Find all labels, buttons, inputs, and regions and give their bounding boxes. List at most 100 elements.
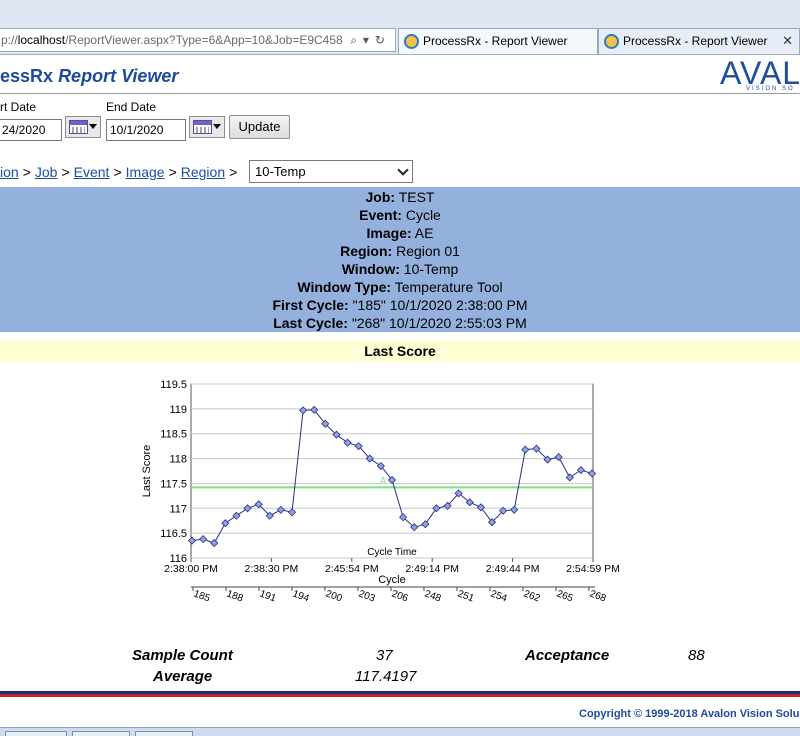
copyright-text: Copyright © 1999-2018 Avalon Vision Solu bbox=[579, 708, 800, 720]
browser-tab-label: ProcessRx - Report Viewer bbox=[423, 34, 568, 48]
breadcrumb: ion > Job > Event > Image > Region > bbox=[0, 164, 238, 180]
cycle-tick-label: 251 bbox=[456, 588, 476, 604]
breadcrumb-link-region[interactable]: Region bbox=[180, 164, 226, 180]
cycle-tick-label: 265 bbox=[555, 588, 575, 604]
info-row-last-cycle: Last Cycle: "268" 10/1/2020 2:55:03 PM bbox=[273, 315, 527, 331]
data-point bbox=[199, 535, 208, 544]
breadcrumb-link-image[interactable]: Image bbox=[125, 164, 165, 180]
close-tab-icon[interactable]: ✕ bbox=[782, 33, 793, 48]
breadcrumb-link-job[interactable]: Job bbox=[34, 164, 58, 180]
taskbar-item[interactable] bbox=[135, 731, 193, 736]
y-tick-label: 119.5 bbox=[160, 379, 187, 391]
data-point bbox=[187, 536, 197, 545]
address-bar-icons[interactable]: ⌕▾↻ bbox=[350, 33, 391, 47]
data-point bbox=[365, 454, 374, 463]
time-tick-label: 2:45:54 PM bbox=[325, 563, 379, 575]
address-host: localhost bbox=[17, 33, 66, 47]
data-point bbox=[410, 523, 419, 532]
footer-divider-blue bbox=[0, 691, 800, 694]
data-point bbox=[432, 504, 441, 513]
start-date-input[interactable]: 24/2020 bbox=[0, 119, 62, 141]
calendar-icon bbox=[193, 120, 212, 134]
y-tick-label: 119 bbox=[169, 404, 187, 416]
data-point bbox=[387, 475, 397, 485]
address-bar[interactable]: p://localhost/ReportViewer.aspx?Type=6&A… bbox=[0, 28, 396, 52]
info-row-event: Event: Cycle bbox=[359, 207, 441, 223]
data-point bbox=[476, 503, 485, 512]
info-row-job: Job: TEST bbox=[365, 189, 435, 205]
time-tick-label: 2:49:44 PM bbox=[486, 563, 540, 575]
end-date-input[interactable]: 10/1/2020 bbox=[106, 119, 186, 141]
data-point bbox=[232, 511, 241, 520]
report-info-panel: Job: TEST Event: Cycle Image: AE Region:… bbox=[0, 187, 800, 332]
y-tick-label: 116.5 bbox=[160, 528, 187, 540]
avalon-logo: AVALO VISION SO bbox=[720, 55, 800, 92]
cycle-tick-label: 268 bbox=[588, 588, 608, 604]
cycle-tick-label: 194 bbox=[291, 588, 311, 604]
browser-tab-label: ProcessRx - Report Viewer bbox=[623, 34, 768, 48]
info-row-region: Region: Region 01 bbox=[340, 243, 460, 259]
app-title: essRx Report Viewer bbox=[0, 66, 178, 87]
browser-tab-2[interactable]: ProcessRx - Report Viewer ✕ bbox=[598, 28, 800, 54]
address-prefix: p:// bbox=[1, 33, 18, 47]
data-point bbox=[454, 489, 463, 498]
acceptance-value: 88 bbox=[688, 647, 705, 664]
cycle-tick-label: 188 bbox=[225, 588, 245, 604]
data-point bbox=[510, 505, 519, 514]
y-axis-label: Last Score bbox=[141, 445, 153, 498]
start-date-calendar-button[interactable] bbox=[65, 116, 101, 138]
cycle-tick-label: 262 bbox=[522, 588, 542, 604]
y-tick-label: 117 bbox=[169, 503, 187, 515]
header-divider bbox=[0, 93, 800, 94]
data-point bbox=[421, 520, 430, 529]
footer-divider-red bbox=[0, 694, 800, 697]
last-score-chart: 119.5 119 118.5 118 117.5 117 116.5 116 A Cycle T… bbox=[141, 379, 620, 605]
y-tick-label: 116 bbox=[169, 553, 187, 565]
data-point bbox=[343, 438, 352, 447]
data-point bbox=[465, 498, 474, 507]
data-point bbox=[321, 419, 330, 428]
data-point bbox=[565, 473, 574, 482]
data-point bbox=[576, 465, 585, 475]
window-select[interactable]: 10-Temp bbox=[249, 160, 413, 183]
end-date-calendar-button[interactable] bbox=[189, 116, 225, 138]
info-row-window-type: Window Type: Temperature Tool bbox=[297, 279, 503, 295]
data-point bbox=[487, 518, 497, 527]
update-button[interactable]: Update bbox=[229, 115, 290, 139]
data-point bbox=[521, 445, 530, 454]
address-path: /ReportViewer.aspx?Type=6&App=10&Job=E9C… bbox=[65, 33, 343, 47]
y-tick-label: 118.5 bbox=[160, 429, 187, 441]
y-tick-label: 118 bbox=[169, 454, 187, 466]
x-axis-label: Cycle bbox=[378, 574, 406, 586]
sample-count-label: Sample Count bbox=[132, 647, 233, 664]
breadcrumb-link-event[interactable]: Event bbox=[73, 164, 110, 180]
dropdown-arrow-icon bbox=[89, 124, 97, 129]
taskbar-item[interactable] bbox=[72, 731, 130, 736]
data-point bbox=[532, 444, 541, 453]
data-point bbox=[376, 461, 385, 471]
time-tick-label: 2:38:30 PM bbox=[245, 563, 299, 575]
ie-icon bbox=[404, 34, 419, 49]
browser-tab-1[interactable]: ProcessRx - Report Viewer bbox=[398, 28, 598, 54]
acceptance-marker-label: A bbox=[380, 475, 386, 485]
data-point bbox=[221, 519, 230, 528]
taskbar bbox=[0, 727, 800, 736]
ie-icon bbox=[604, 34, 619, 49]
cycle-tick-label: 248 bbox=[423, 588, 443, 604]
cycle-tick-label: 206 bbox=[390, 588, 410, 604]
breadcrumb-link-application[interactable]: ion bbox=[0, 164, 19, 180]
app-title-prefix: essRx bbox=[0, 66, 54, 86]
time-tick-label: 2:54:59 PM bbox=[566, 563, 620, 575]
y-tick-label: 117.5 bbox=[160, 478, 187, 490]
dropdown-arrow-icon bbox=[213, 124, 221, 129]
data-point bbox=[587, 469, 597, 478]
data-point bbox=[443, 501, 452, 510]
acceptance-label: Acceptance bbox=[525, 647, 610, 664]
section-title: Last Score bbox=[0, 340, 800, 362]
data-point bbox=[243, 504, 252, 513]
info-row-image: Image: AE bbox=[366, 225, 434, 241]
data-point bbox=[310, 405, 319, 414]
info-row-first-cycle: First Cycle: "185" 10/1/2020 2:38:00 PM bbox=[272, 297, 528, 313]
taskbar-item[interactable] bbox=[5, 731, 67, 736]
window-select-value: 10-Temp bbox=[255, 164, 306, 179]
